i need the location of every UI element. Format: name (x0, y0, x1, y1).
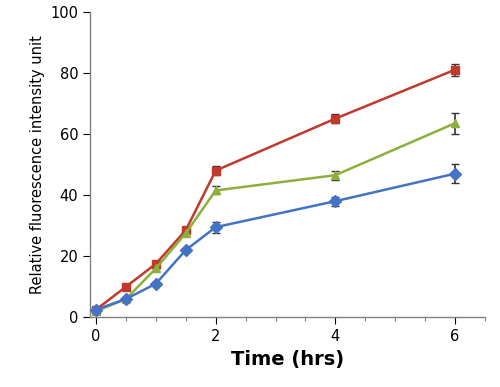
Y-axis label: Relative fluorescence intensity unit: Relative fluorescence intensity unit (30, 35, 44, 294)
X-axis label: Time (hrs): Time (hrs) (231, 350, 344, 369)
